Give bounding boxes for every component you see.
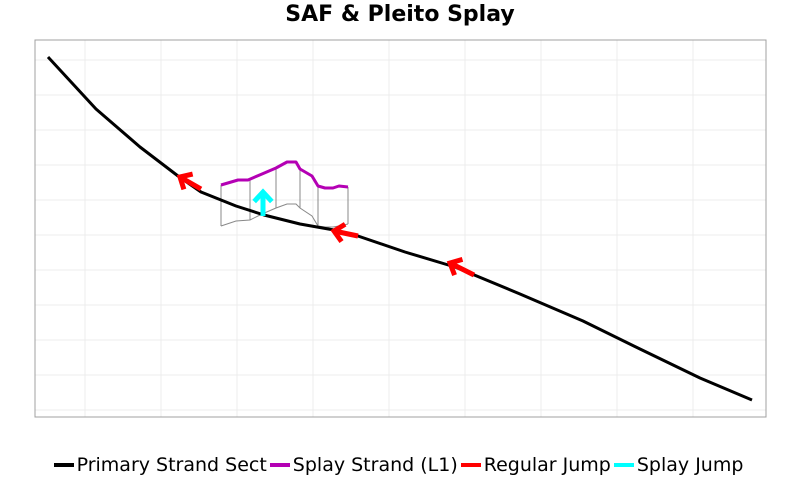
jump-arrow-head (176, 171, 194, 191)
series-lines (46, 55, 753, 402)
legend-label: Regular Jump (483, 454, 611, 476)
jump-arrow-head (252, 188, 274, 204)
plot-border (34, 39, 767, 418)
legend-label: Primary Strand Sect (76, 454, 267, 476)
legend-label: Splay Jump (636, 454, 744, 476)
legend-item: Splay Strand (L1) (269, 454, 458, 476)
legend-item: Regular Jump (460, 454, 611, 476)
legend-swatch (269, 463, 290, 467)
series-line-1 (220, 160, 349, 190)
grid-lines (35, 40, 766, 417)
legend-item: Splay Jump (613, 454, 744, 476)
jump-arrow-head (446, 256, 464, 277)
legend-swatch (460, 463, 481, 467)
legend-swatch (53, 463, 74, 467)
series-line-0 (46, 55, 753, 402)
legend-item: Primary Strand Sect (53, 454, 267, 476)
jump-arrow-shaft (448, 260, 476, 278)
splay-base-line (220, 203, 349, 228)
legend: Primary Strand Sect Splay Strand (L1) Regu… (0, 454, 800, 476)
jump-arrows (176, 171, 476, 278)
jump-arrow-shaft (333, 228, 359, 239)
chart-title: SAF & Pleito Splay (285, 2, 515, 27)
legend-label: Splay Strand (L1) (292, 454, 458, 476)
splay-connectors (220, 168, 349, 228)
jump-arrow-head (330, 222, 347, 244)
legend-swatch (613, 463, 634, 467)
jump-arrow-shaft (178, 174, 203, 192)
